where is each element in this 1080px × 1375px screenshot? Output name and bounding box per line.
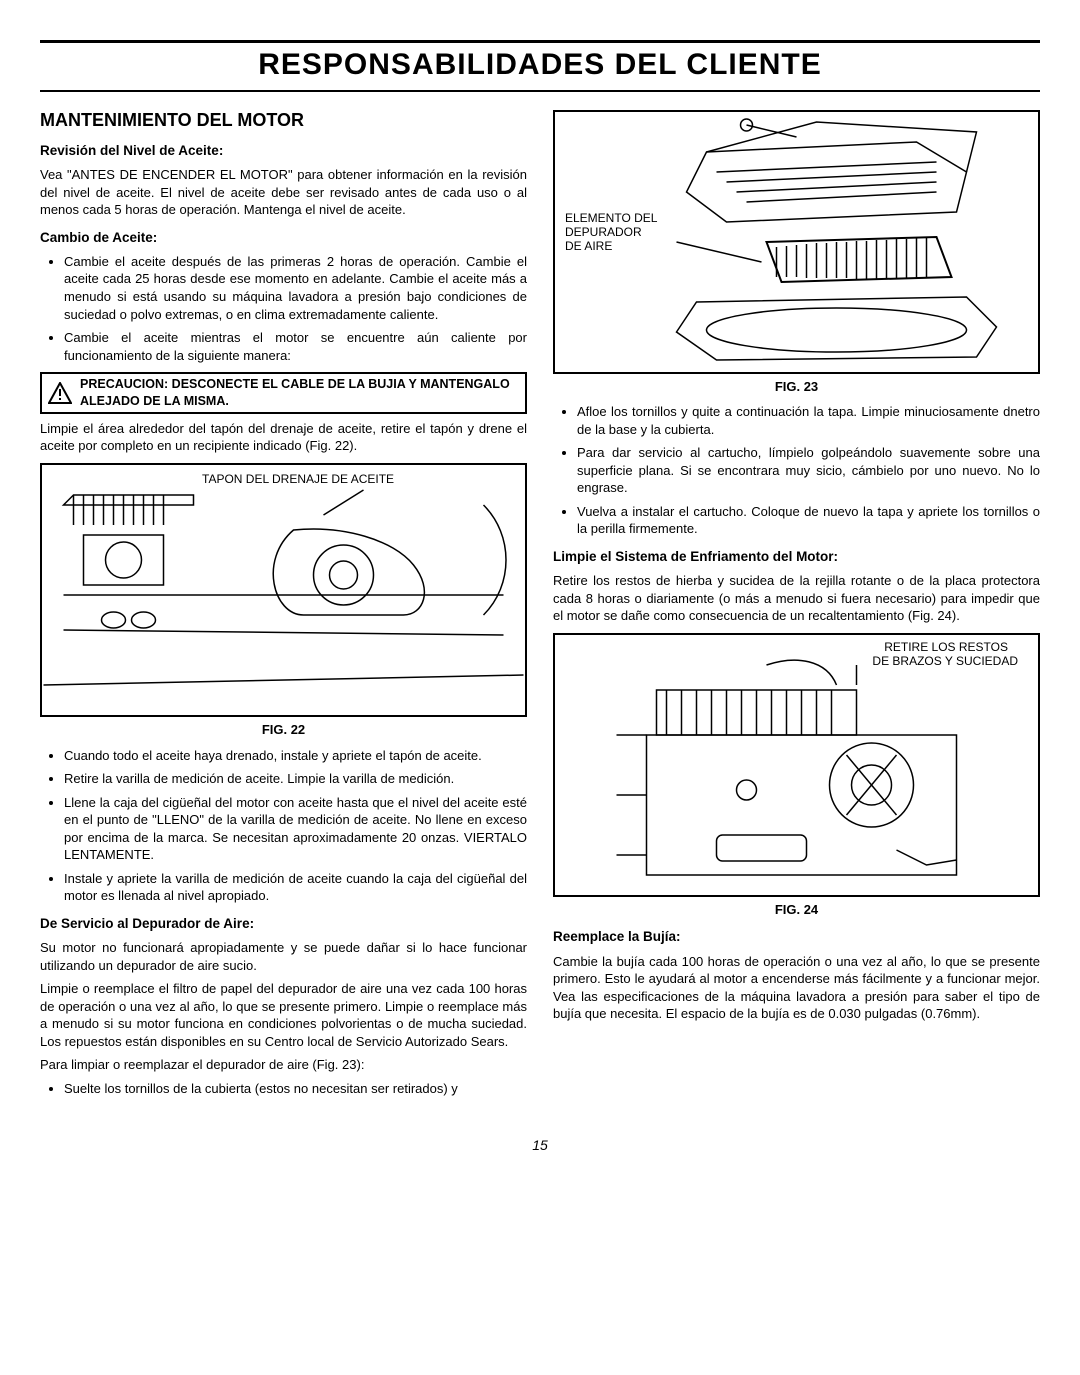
figure-22-caption: FIG. 22 <box>40 721 527 739</box>
page-number: 15 <box>40 1136 1040 1155</box>
page-title: RESPONSABILIDADES DEL CLIENTE <box>40 45 1040 86</box>
list-item: Cuando todo el aceite haya drenado, inst… <box>64 747 527 765</box>
paragraph: Retire los restos de hierba y sucidea de… <box>553 572 1040 625</box>
figure-23-label-line1: ELEMENTO DEL <box>565 212 657 225</box>
air-cleaner-drawing <box>555 112 1038 372</box>
figure-23-label-line3: DE AIRE <box>565 240 612 253</box>
figure-24-label-line1: RETIRE LOS RESTOS <box>884 641 1008 654</box>
subhead-oil-change: Cambio de Aceite: <box>40 229 527 247</box>
paragraph: Cambie la bujía cada 100 horas de operac… <box>553 953 1040 1023</box>
figure-23-label-line2: DEPURADOR <box>565 226 642 239</box>
figure-24: RETIRE LOS RESTOS DE BRAZOS Y SUCIEDAD <box>553 633 1040 897</box>
subhead-oil-level: Revisión del Nivel de Aceite: <box>40 142 527 160</box>
bullet-list: Cuando todo el aceite haya drenado, inst… <box>40 747 527 905</box>
figure-23: ELEMENTO DEL DEPURADOR DE AIRE <box>553 110 1040 374</box>
list-item: Llene la caja del cigüeñal del motor con… <box>64 794 527 864</box>
paragraph: Vea "ANTES DE ENCENDER EL MOTOR" para ob… <box>40 166 527 219</box>
bullet-list: Afloe los tornillos y quite a continuaci… <box>553 403 1040 538</box>
list-item: Vuelva a instalar el cartucho. Coloque d… <box>577 503 1040 538</box>
list-item: Cambie el aceite después de las primeras… <box>64 253 527 323</box>
figure-24-caption: FIG. 24 <box>553 901 1040 919</box>
caution-box: PRECAUCION: DESCONECTE EL CABLE DE LA BU… <box>40 372 527 414</box>
drain-plug-drawing <box>42 465 525 715</box>
subhead-air-cleaner: De Servicio al Depurador de Aire: <box>40 915 527 933</box>
list-item: Suelte los tornillos de la cubierta (est… <box>64 1080 527 1098</box>
cooling-system-drawing <box>555 635 1038 895</box>
paragraph: Limpie el área alrededor del tapón del d… <box>40 420 527 455</box>
title-rule: RESPONSABILIDADES DEL CLIENTE <box>40 40 1040 92</box>
section-heading: MANTENIMIENTO DEL MOTOR <box>40 108 527 132</box>
paragraph: Limpie o reemplace el filtro de papel de… <box>40 980 527 1050</box>
figure-22-label: TAPON DEL DRENAJE DE ACEITE <box>202 473 394 486</box>
bullet-list: Cambie el aceite después de las primeras… <box>40 253 527 364</box>
figure-23-caption: FIG. 23 <box>553 378 1040 396</box>
warning-icon <box>48 382 72 404</box>
subhead-cooling: Limpie el Sistema de Enfriamento del Mot… <box>553 548 1040 566</box>
caution-text: PRECAUCION: DESCONECTE EL CABLE DE LA BU… <box>80 376 519 410</box>
paragraph: Para limpiar o reemplazar el depurador d… <box>40 1056 527 1074</box>
list-item: Instale y apriete la varilla de medición… <box>64 870 527 905</box>
left-column: MANTENIMIENTO DEL MOTOR Revisión del Niv… <box>40 102 527 1106</box>
bullet-list: Suelte los tornillos de la cubierta (est… <box>40 1080 527 1098</box>
paragraph: Su motor no funcionará apropiadamente y … <box>40 939 527 974</box>
list-item: Cambie el aceite mientras el motor se en… <box>64 329 527 364</box>
subhead-spark-plug: Reemplace la Bujía: <box>553 928 1040 946</box>
right-column: ELEMENTO DEL DEPURADOR DE AIRE <box>553 102 1040 1106</box>
list-item: Para dar servicio al cartucho, límpielo … <box>577 444 1040 497</box>
figure-24-label-line2: DE BRAZOS Y SUCIEDAD <box>872 655 1018 668</box>
list-item: Retire la varilla de medición de aceite.… <box>64 770 527 788</box>
content-columns: MANTENIMIENTO DEL MOTOR Revisión del Niv… <box>40 102 1040 1106</box>
figure-22: TAPON DEL DRENAJE DE ACEITE <box>40 463 527 717</box>
list-item: Afloe los tornillos y quite a continuaci… <box>577 403 1040 438</box>
